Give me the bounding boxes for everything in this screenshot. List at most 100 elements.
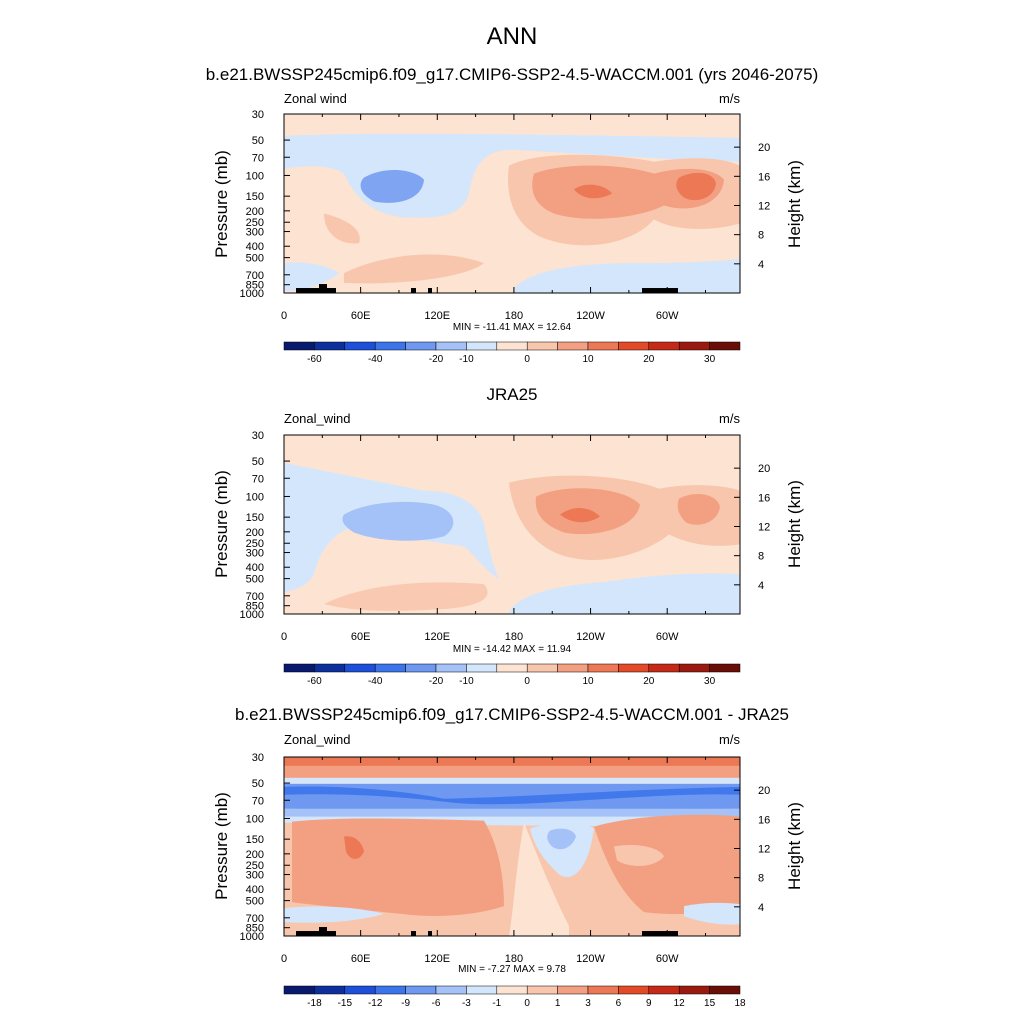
pressure-tick-label: 200 xyxy=(246,206,264,218)
colorbar-label: 0 xyxy=(524,676,530,687)
colorbar-label: -20 xyxy=(429,676,444,687)
pressure-tick-label: 400 xyxy=(246,241,264,253)
panel-1-frame xyxy=(283,113,741,294)
panel-1-contour-easterly-strato-core xyxy=(360,169,424,203)
panel-1: b.e21.BWSSP245cmip6.f09_g17.CMIP6-SSP2-4… xyxy=(206,65,819,365)
panel-3-plot xyxy=(284,757,740,936)
panel-1-contour-jet-core-1 xyxy=(574,184,612,199)
colorbar-swatch xyxy=(526,985,558,995)
panel-1-height-label: Height (km) xyxy=(785,160,804,248)
colorbar-label: -10 xyxy=(459,354,474,365)
height-tick-label: 4 xyxy=(758,259,764,271)
colorbar-swatch xyxy=(526,341,558,351)
colorbar-label: 20 xyxy=(643,676,655,687)
x-tick-label: 0 xyxy=(281,631,287,643)
colorbar-label: 18 xyxy=(734,998,746,1009)
panel-3-contour-trop-right xyxy=(594,814,740,915)
colorbar-label: 30 xyxy=(704,354,716,365)
height-tick-label: 8 xyxy=(758,873,764,885)
colorbar-swatch xyxy=(648,985,680,995)
colorbar-label: -15 xyxy=(338,998,353,1009)
colorbar-swatch xyxy=(496,663,528,673)
height-tick-label: 20 xyxy=(758,785,770,797)
x-tick-label: 120W xyxy=(576,631,605,643)
colorbar-swatch xyxy=(283,663,315,673)
panel-2-min-max: MIN = -14.42 MAX = 11.94 xyxy=(453,644,572,655)
pressure-tick-label: 700 xyxy=(246,591,264,603)
x-tick-label: 60E xyxy=(351,953,371,965)
panel-3-height-label: Height (km) xyxy=(785,802,804,890)
pressure-tick-label: 250 xyxy=(246,538,264,550)
x-tick-label: 0 xyxy=(281,953,287,965)
pressure-tick-label: 500 xyxy=(246,574,264,586)
colorbar-swatch xyxy=(496,985,528,995)
x-tick-label: 120E xyxy=(424,631,450,643)
height-tick-label: 12 xyxy=(758,200,770,212)
colorbar-swatch xyxy=(314,663,346,673)
panel-1-contour-lower-trop xyxy=(344,254,484,284)
height-tick-label: 20 xyxy=(758,142,770,154)
colorbar-label: 0 xyxy=(524,998,530,1009)
panel-3: b.e21.BWSSP245cmip6.f09_g17.CMIP6-SSP2-4… xyxy=(212,705,804,1009)
colorbar-label: -18 xyxy=(307,998,322,1009)
pressure-tick-label: 30 xyxy=(252,430,264,442)
pressure-tick-label: 250 xyxy=(246,860,264,872)
x-tick-label: 120W xyxy=(576,953,605,965)
colorbar-label: 10 xyxy=(582,676,594,687)
pressure-tick-label: 70 xyxy=(252,152,264,164)
x-tick-label: 60W xyxy=(656,631,679,643)
pressure-tick-label: 250 xyxy=(246,217,264,229)
panel-2-contour-easterly-surface xyxy=(509,573,740,614)
panel-3-frame xyxy=(283,756,741,937)
colorbar-swatch xyxy=(374,985,406,995)
figure-title: ANN xyxy=(487,23,538,50)
panel-2-units-label: m/s xyxy=(719,411,740,426)
colorbar-label: 10 xyxy=(582,354,594,365)
colorbar-swatch xyxy=(314,985,346,995)
colorbar-swatch xyxy=(374,341,406,351)
colorbar-label: 0 xyxy=(524,354,530,365)
panel-3-contour-top-westerly-2 xyxy=(284,765,740,778)
panel-1-topography-4 xyxy=(428,288,432,293)
x-tick-label: 120E xyxy=(424,310,450,322)
panel-3-x-axis: 0 60E 120E 180 120W 60W xyxy=(281,757,707,965)
panel-1-pressure-label: Pressure (mb) xyxy=(212,150,231,258)
panel-2-contour-lower-trop xyxy=(324,582,488,611)
panel-3-y-height-axis: 4 8 12 16 20 xyxy=(734,785,770,914)
colorbar-swatch xyxy=(526,663,558,673)
x-tick-label: 180 xyxy=(505,631,523,643)
panel-3-topography-5 xyxy=(642,931,678,936)
panel-1-variable-label: Zonal wind xyxy=(284,91,347,106)
colorbar-swatch xyxy=(405,985,437,995)
panel-1-topography-5 xyxy=(642,288,678,293)
pressure-tick-label: 200 xyxy=(246,527,264,539)
x-tick-label: 60W xyxy=(656,310,679,322)
pressure-tick-label: 700 xyxy=(246,270,264,282)
pressure-tick-label: 500 xyxy=(246,896,264,908)
pressure-tick-label: 400 xyxy=(246,562,264,574)
colorbar-label: 3 xyxy=(585,998,591,1009)
pressure-tick-label: 150 xyxy=(246,512,264,524)
colorbar-label: -20 xyxy=(429,354,444,365)
colorbar-swatch xyxy=(283,341,315,351)
x-tick-label: 120E xyxy=(424,953,450,965)
colorbar-swatch xyxy=(466,663,498,673)
colorbar-swatch xyxy=(435,985,467,995)
panel-3-contour-surface-easterly-2 xyxy=(684,902,740,925)
colorbar-swatch xyxy=(435,341,467,351)
pressure-tick-label: 50 xyxy=(252,778,264,790)
panel-2-subtitle: JRA25 xyxy=(486,385,537,404)
panel-3-variable-label: Zonal_wind xyxy=(284,732,351,747)
colorbar-label: -3 xyxy=(462,998,471,1009)
colorbar-label: 1 xyxy=(555,998,561,1009)
colorbar-swatch xyxy=(314,341,346,351)
height-tick-label: 12 xyxy=(758,843,770,855)
panel-3-topography-2 xyxy=(319,927,327,936)
pressure-tick-label: 50 xyxy=(252,456,264,468)
colorbar-label: -12 xyxy=(368,998,383,1009)
panel-2-variable-label: Zonal_wind xyxy=(284,411,351,426)
height-tick-label: 12 xyxy=(758,521,770,533)
colorbar-swatch xyxy=(648,341,680,351)
